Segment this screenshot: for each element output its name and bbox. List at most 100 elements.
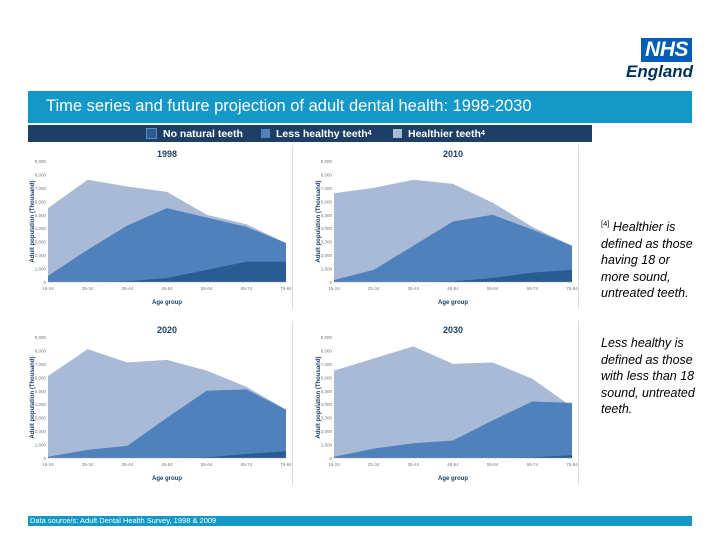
y-tick-label: 7,000 <box>321 186 333 191</box>
y-tick-label: 6,000 <box>321 199 333 204</box>
note-ref: [4] <box>601 219 610 228</box>
y-tick-label: 6,000 <box>35 375 47 380</box>
y-tick-label: 6,000 <box>321 375 333 380</box>
x-axis-label: Age group <box>438 476 468 482</box>
y-tick-label: 5,000 <box>35 389 47 394</box>
area-less-healthy-teeth <box>334 214 572 282</box>
chart-legend: No natural teeth Less healthy teeth 4 Hea… <box>28 125 592 142</box>
y-tick-label: 6,000 <box>35 199 47 204</box>
legend-label: Healthier teeth <box>408 127 481 140</box>
y-tick-label: 1,000 <box>35 267 47 272</box>
slide-title: Time series and future projection of adu… <box>28 91 692 123</box>
y-tick-label: 0 <box>43 280 46 285</box>
note-healthier-definition: [4] Healthier is defined as those having… <box>601 216 701 302</box>
y-tick-label: 8,000 <box>35 172 47 177</box>
area-no-natural-teeth <box>48 261 286 282</box>
y-tick-label: 4,000 <box>321 402 333 407</box>
x-tick-label: 16-24 <box>328 286 340 291</box>
y-tick-label: 9,000 <box>35 159 47 164</box>
x-tick-label: 65-74 <box>527 462 539 467</box>
x-tick-label: 55-64 <box>487 286 499 291</box>
area-chart-2010: 2010 Adult population (Thousand) 0 1,000 2,0… <box>316 149 578 306</box>
legend-footnote-mark: 4 <box>367 130 372 137</box>
data-source-footer: Data source/s: Adult Dental Health Surve… <box>28 516 692 526</box>
x-tick-label: 25-34 <box>82 462 94 467</box>
x-tick-label: 75-84 <box>566 462 578 467</box>
chart-panel-2020: 2020 Adult population (Thousand) 0 1,000 2,0… <box>28 321 293 485</box>
y-tick-label: 1,000 <box>35 443 47 448</box>
note-text: Healthier is defined as those having 18 … <box>601 220 693 301</box>
x-tick-label: 16-24 <box>42 462 54 467</box>
nhs-england-logo: NHS England <box>626 38 693 82</box>
y-axis-label: Adult population (Thousand) <box>30 181 36 263</box>
legend-label: Less healthy teeth <box>276 127 368 140</box>
area-no-natural-teeth <box>48 451 286 458</box>
legend-item-no-natural-teeth: No natural teeth <box>146 128 243 140</box>
x-tick-label: 35-44 <box>122 462 134 467</box>
x-tick-label: 75-84 <box>280 462 292 467</box>
x-tick-label: 65-74 <box>241 286 253 291</box>
y-tick-label: 4,000 <box>35 402 47 407</box>
y-tick-label: 4,000 <box>321 226 333 231</box>
chart-title: 2010 <box>443 149 463 159</box>
y-tick-label: 7,000 <box>321 362 333 367</box>
y-tick-label: 2,000 <box>321 253 333 258</box>
y-axis-label: Adult population (Thousand) <box>316 357 322 439</box>
x-tick-label: 65-74 <box>241 462 253 467</box>
chart-title: 2030 <box>443 325 463 335</box>
legend-footnote-mark: 4 <box>480 130 485 137</box>
x-tick-label: 35-44 <box>122 286 134 291</box>
y-tick-label: 1,000 <box>321 267 333 272</box>
x-tick-label: 25-34 <box>368 462 380 467</box>
y-tick-label: 0 <box>329 280 332 285</box>
y-tick-label: 0 <box>329 456 332 461</box>
y-tick-label: 5,000 <box>35 213 47 218</box>
area-chart-1998: 1998 Adult population (Thousand) 0 1,000 2,0… <box>30 149 292 306</box>
y-tick-label: 0 <box>43 456 46 461</box>
y-tick-label: 9,000 <box>35 335 47 340</box>
x-tick-label: 45-54 <box>161 462 173 467</box>
x-tick-label: 45-54 <box>161 286 173 291</box>
area-no-natural-teeth <box>334 269 572 282</box>
x-tick-label: 25-34 <box>82 286 94 291</box>
chart-panel-1998: 1998 Adult population (Thousand) 0 1,000 2,0… <box>28 145 293 309</box>
y-tick-label: 1,000 <box>321 443 333 448</box>
chart-panel-2010: 2010 Adult population (Thousand) 0 1,000 2,0… <box>314 145 579 309</box>
y-tick-label: 3,000 <box>321 416 333 421</box>
x-axis-label: Age group <box>152 476 182 482</box>
nhs-logo-box: NHS <box>641 38 692 62</box>
y-tick-label: 7,000 <box>35 362 47 367</box>
legend-item-healthier-teeth: Healthier teeth 4 <box>393 128 485 140</box>
area-chart-2020: 2020 Adult population (Thousand) 0 1,000 2,0… <box>30 325 292 482</box>
x-axis-label: Age group <box>438 300 468 306</box>
area-less-healthy-teeth <box>48 208 286 282</box>
chart-title: 1998 <box>157 149 177 159</box>
x-axis-label: Age group <box>152 300 182 306</box>
y-tick-label: 3,000 <box>321 240 333 245</box>
y-tick-label: 7,000 <box>35 186 47 191</box>
y-tick-label: 3,000 <box>35 240 47 245</box>
y-axis-label: Adult population (Thousand) <box>30 357 36 439</box>
y-tick-label: 2,000 <box>35 429 47 434</box>
x-tick-label: 25-34 <box>368 286 380 291</box>
x-tick-label: 55-64 <box>201 286 213 291</box>
area-less-healthy-teeth <box>48 389 286 458</box>
x-tick-label: 16-24 <box>328 462 340 467</box>
y-tick-label: 2,000 <box>321 429 333 434</box>
area-less-healthy-teeth <box>334 401 572 458</box>
chart-panel-2030: 2030 Adult population (Thousand) 0 1,000 2,0… <box>314 321 579 485</box>
note-text: Less healthy is defined as those with le… <box>601 336 695 416</box>
legend-item-less-healthy-teeth: Less healthy teeth 4 <box>261 128 372 140</box>
y-tick-label: 5,000 <box>321 389 333 394</box>
legend-swatch-healthier-teeth <box>393 129 402 138</box>
x-tick-label: 45-54 <box>447 286 459 291</box>
x-tick-label: 55-64 <box>201 462 213 467</box>
legend-swatch-less-healthy-teeth <box>261 129 270 138</box>
y-tick-label: 8,000 <box>35 348 47 353</box>
x-tick-label: 65-74 <box>527 286 539 291</box>
x-tick-label: 35-44 <box>408 462 420 467</box>
x-tick-label: 55-64 <box>487 462 499 467</box>
y-tick-label: 9,000 <box>321 159 333 164</box>
y-tick-label: 4,000 <box>35 226 47 231</box>
y-tick-label: 3,000 <box>35 416 47 421</box>
